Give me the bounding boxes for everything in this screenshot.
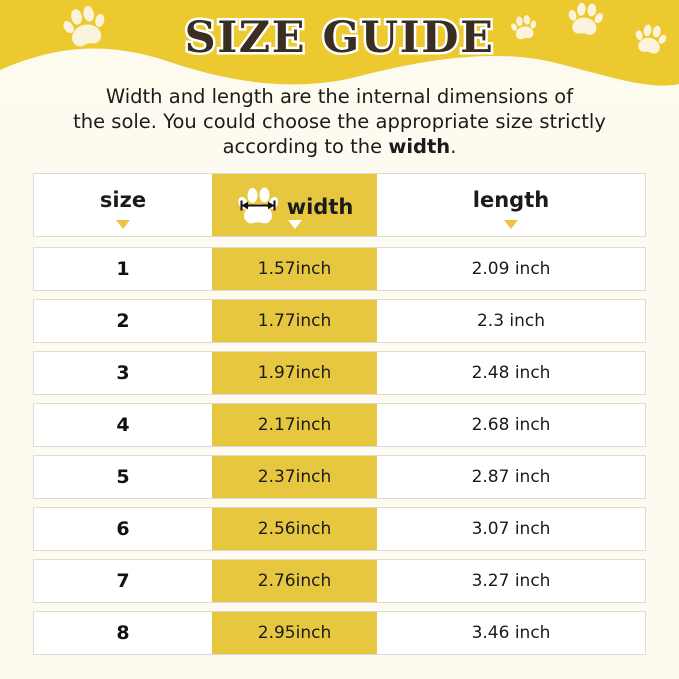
cell-size: 8 (34, 612, 212, 654)
cell-width-value: 1.77inch (257, 311, 332, 331)
cell-length-value: 3.07 inch (471, 519, 551, 539)
description-line-3-prefix: according to the (222, 135, 389, 158)
column-header-length[interactable]: length (377, 174, 645, 236)
cell-length: 2.87 inch (377, 456, 645, 498)
cell-width: 2.95inch (212, 612, 377, 654)
cell-length: 3.46 inch (377, 612, 645, 654)
cell-width-value: 2.17inch (257, 415, 332, 435)
cell-size-value: 6 (116, 518, 130, 540)
cell-width-value: 2.95inch (257, 623, 332, 643)
cell-length-value: 3.27 inch (471, 571, 551, 591)
banner-wave-divider (0, 48, 679, 100)
description-text: Width and length are the internal dimens… (50, 84, 629, 159)
cell-length-value: 2.48 inch (471, 363, 551, 383)
description-width-emphasis: width (388, 135, 451, 158)
cell-width: 2.37inch (212, 456, 377, 498)
paw-print-banner-3 (568, 2, 603, 35)
cell-size: 6 (34, 508, 212, 550)
cell-size: 1 (34, 248, 212, 290)
cell-length-value: 3.46 inch (471, 623, 551, 643)
cell-size-value: 1 (116, 258, 130, 280)
cell-size-value: 4 (116, 414, 130, 436)
description-line-3: according to the width. (50, 134, 629, 159)
triangle-down-icon-size (116, 220, 130, 229)
description-line-1: Width and length are the internal dimens… (105, 85, 574, 108)
table-body: 1 1.57inch 2.09 inch 2 1.77inch 2.3 inch 3 1.97… (33, 247, 646, 655)
cell-size-value: 2 (116, 310, 130, 332)
cell-width-value: 2.37inch (257, 467, 332, 487)
table-row[interactable]: 4 2.17inch 2.68 inch (33, 403, 646, 447)
table-row[interactable]: 3 1.97inch 2.48 inch (33, 351, 646, 395)
cell-length: 3.07 inch (377, 508, 645, 550)
cell-width: 1.77inch (212, 300, 377, 342)
page-title: SIZE GUIDE (182, 11, 495, 66)
triangle-down-icon-length (504, 220, 518, 229)
cell-width: 1.57inch (212, 248, 377, 290)
cell-size-value: 3 (116, 362, 130, 384)
column-header-size-label: size (99, 188, 147, 212)
cell-length-value: 2.87 inch (471, 467, 551, 487)
table-row[interactable]: 1 1.57inch 2.09 inch (33, 247, 646, 291)
size-table: size (33, 173, 646, 663)
description-line-2: the sole. You could choose the appropria… (73, 110, 606, 133)
cell-width-value: 1.57inch (257, 259, 332, 279)
cell-length: 3.27 inch (377, 560, 645, 602)
cell-width-value: 2.76inch (257, 571, 332, 591)
cell-size: 5 (34, 456, 212, 498)
cell-size: 3 (34, 352, 212, 394)
cell-width: 2.17inch (212, 404, 377, 446)
cell-width: 2.76inch (212, 560, 377, 602)
paw-print-banner-1 (63, 6, 105, 47)
column-header-width-label: width (286, 195, 354, 219)
table-row[interactable]: 5 2.37inch 2.87 inch (33, 455, 646, 499)
column-header-width[interactable]: width (212, 174, 377, 236)
cell-size: 2 (34, 300, 212, 342)
cell-size: 4 (34, 404, 212, 446)
cell-width: 2.56inch (212, 508, 377, 550)
cell-length: 2.3 inch (377, 300, 645, 342)
table-row[interactable]: 2 1.77inch 2.3 inch (33, 299, 646, 343)
cell-length: 2.09 inch (377, 248, 645, 290)
cell-size: 7 (34, 560, 212, 602)
cell-length: 2.68 inch (377, 404, 645, 446)
triangle-down-icon-width (287, 220, 302, 229)
cell-size-value: 7 (116, 570, 130, 592)
column-header-width-inner: width (236, 187, 354, 227)
paw-print-banner-4 (635, 24, 667, 54)
paw-width-measure-icon (238, 187, 278, 224)
table-row[interactable]: 6 2.56inch 3.07 inch (33, 507, 646, 551)
table-row[interactable]: 8 2.95inch 3.46 inch (33, 611, 646, 655)
table-row[interactable]: 7 2.76inch 3.27 inch (33, 559, 646, 603)
cell-width: 1.97inch (212, 352, 377, 394)
column-header-length-label: length (472, 188, 550, 212)
column-header-size[interactable]: size (34, 174, 212, 236)
cell-length: 2.48 inch (377, 352, 645, 394)
cell-length-value: 2.3 inch (476, 311, 546, 331)
cell-length-value: 2.09 inch (471, 259, 551, 279)
cell-width-value: 1.97inch (257, 363, 332, 383)
table-header-row: size (33, 173, 646, 237)
cell-size-value: 8 (116, 622, 130, 644)
header-banner (0, 0, 679, 100)
description-line-3-suffix: . (450, 135, 457, 158)
cell-size-value: 5 (116, 466, 130, 488)
cell-width-value: 2.56inch (257, 519, 332, 539)
paw-print-banner-2 (511, 15, 537, 40)
cell-length-value: 2.68 inch (471, 415, 551, 435)
